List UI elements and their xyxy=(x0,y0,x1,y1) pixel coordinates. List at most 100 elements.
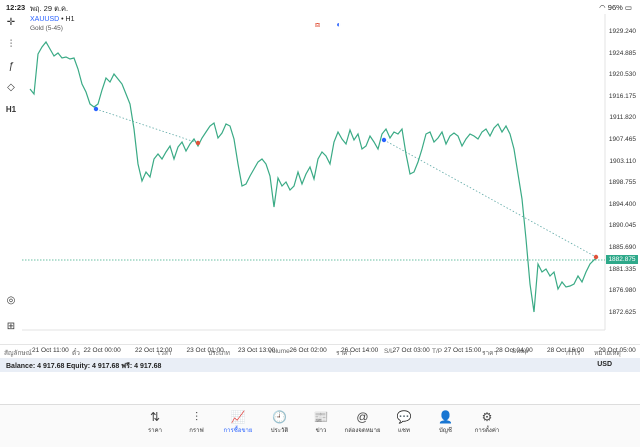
table-column-header[interactable]: ราคา xyxy=(482,350,498,357)
time-axis-label: 26 Oct 02:00 xyxy=(289,347,327,354)
tab-icon: ⚙ xyxy=(481,410,493,424)
buy-entry-marker xyxy=(93,106,99,112)
table-column-header[interactable]: ราคา xyxy=(336,350,352,357)
tab-1[interactable]: ⫶ กราฟ xyxy=(176,409,218,435)
tab-label: ราคา xyxy=(148,428,162,434)
time-axis-label: 27 Oct 15:00 xyxy=(444,347,482,354)
tab-icon: @ xyxy=(356,410,369,424)
indicator-label: Gold (5-45) xyxy=(30,25,63,32)
function-icon[interactable]: ƒ xyxy=(8,61,14,72)
tab-label: แชท xyxy=(398,428,410,434)
tab-2[interactable]: 📈 การซื้อขาย xyxy=(217,409,259,435)
timeframe-button[interactable]: H1 xyxy=(5,105,17,114)
time-axis-label: 22 Oct 00:00 xyxy=(83,347,121,354)
chart-toolbar: ✛ ⫶ ƒ ◇ H1 ◎ ⊞ xyxy=(0,14,22,344)
current-price-tag: 1882.875 xyxy=(606,255,638,264)
battery-icon: ▭ xyxy=(624,3,632,12)
table-column-header[interactable]: T/P xyxy=(432,348,443,355)
tab-icon: 👤 xyxy=(438,410,453,424)
symbol-name: XAUUSD xyxy=(30,16,60,23)
tab-3[interactable]: 🕘 ประวัติ xyxy=(259,409,301,435)
date: พฤ. 29 ต.ค. xyxy=(30,4,69,13)
tab-8[interactable]: ⚙ การตั้งค่า xyxy=(466,409,508,435)
wifi-icon: ◠ xyxy=(599,3,606,12)
table-column-header[interactable]: Volume xyxy=(268,348,290,355)
price-chart[interactable]: 1929.240 1924.885 1920.530 1916.175 1911.820… xyxy=(22,14,640,354)
table-column-header[interactable]: เวลา xyxy=(158,350,172,357)
time-axis-label: 26 Oct 14:00 xyxy=(341,347,379,354)
tab-7[interactable]: 👤 บัญชี xyxy=(425,409,467,435)
price-axis-label: 1924.885 xyxy=(608,49,636,57)
table-column-header[interactable]: สัญลักษณ์ xyxy=(4,350,32,357)
chart-mode-icons: ⧈ ◐ xyxy=(315,20,341,30)
balance-text: Balance: 4 917.68 Equity: 4 917.68 ฟรี: … xyxy=(6,363,162,370)
trade-icon[interactable]: ⧈ xyxy=(315,20,321,29)
chart-symbol: XAUUSD • H1 xyxy=(30,16,75,23)
symbol-timeframe: H1 xyxy=(65,16,75,23)
tab-label: บัญชี xyxy=(439,428,452,434)
tab-icon: ⇅ xyxy=(149,410,161,424)
tab-5[interactable]: @ กล่องจดหมาย xyxy=(342,409,384,435)
price-axis-label: 1890.045 xyxy=(608,222,636,230)
balance-bar: Balance: 4 917.68 Equity: 4 917.68 ฟรี: … xyxy=(0,358,640,372)
objects-icon[interactable]: ◇ xyxy=(7,82,15,93)
tab-label: กล่องจดหมาย xyxy=(344,428,381,434)
chart-canvas xyxy=(22,14,606,331)
time-axis-label: 23 Oct 01:00 xyxy=(186,347,224,354)
tab-0[interactable]: ⇅ ราคา xyxy=(134,409,176,435)
price-axis-label: 1929.240 xyxy=(608,28,636,35)
time-axis-label: 27 Oct 03:00 xyxy=(392,347,430,354)
price-axis-label: 1898.755 xyxy=(608,179,636,187)
clock: 12:23 xyxy=(6,3,26,12)
indicators-icon[interactable]: ⫶ xyxy=(9,39,13,50)
tab-icon: 📈 xyxy=(230,410,246,424)
tab-label: ประวัติ xyxy=(270,428,289,434)
battery-indicator: ◠ 96% ▭ xyxy=(599,3,632,12)
table-column-header[interactable]: Swap xyxy=(512,348,529,355)
table-column-header[interactable]: ประเภท xyxy=(208,350,230,357)
new-order-icon[interactable]: ⊞ xyxy=(6,321,16,332)
table-column-header[interactable]: กำไร xyxy=(566,350,581,357)
price-axis-label: 1885.690 xyxy=(608,244,636,251)
sell-exit-marker xyxy=(593,254,599,260)
tab-icon: 🕘 xyxy=(272,410,287,424)
price-axis-label: 1894.400 xyxy=(608,200,636,208)
price-line xyxy=(29,40,599,313)
tab-label: การซื้อขาย xyxy=(223,428,253,434)
tab-label: กราฟ xyxy=(189,428,204,434)
status-bar: 12:23 พฤ. 29 ต.ค. ◠ 96% ▭ xyxy=(0,0,640,14)
time-axis-label: 28 Oct 04:00 xyxy=(495,347,533,354)
table-column-header[interactable]: S/L xyxy=(384,348,394,355)
tab-icon: 💬 xyxy=(396,410,412,424)
tab-4[interactable]: 📰 ข่าว xyxy=(300,409,342,435)
tab-icon: 📰 xyxy=(313,410,329,424)
refresh-icon[interactable]: ◐ xyxy=(336,20,342,29)
price-axis-label: 1911.820 xyxy=(609,114,636,122)
price-axis-label: 1903.110 xyxy=(609,157,636,165)
bottom-tab-bar: ⇅ ราคา ⫶ กราฟ 📈 การซื้อขาย 🕘 ประวัติ 📰 ข่าว @ กล่อง… xyxy=(0,404,640,447)
trade-line-1 xyxy=(95,108,199,144)
time-axis-label: 29 Oct 05:00 xyxy=(598,347,636,354)
trade-table-header: สัญลักษณ์ ตั๋ว เวลา ประเภท Volume ราคา S/L T/P ร… xyxy=(0,344,640,358)
one-click-trade-icon[interactable]: ◎ xyxy=(6,295,16,306)
buy-entry-marker xyxy=(381,137,387,143)
account-currency: USD xyxy=(597,361,612,368)
battery-percent: 96% xyxy=(607,3,623,12)
tab-6[interactable]: 💬 แชท xyxy=(383,409,425,435)
sell-exit-marker xyxy=(195,140,201,146)
trade-line-2 xyxy=(383,139,597,258)
table-column-header[interactable]: หมายเหตุ xyxy=(594,350,621,357)
price-axis-label: 1920.530 xyxy=(608,71,636,79)
price-axis-label: 1907.465 xyxy=(608,136,636,143)
price-axis-label: 1876.980 xyxy=(608,287,636,295)
time-axis-label: 28 Oct 16:00 xyxy=(547,347,585,354)
tab-label: ข่าว xyxy=(315,428,327,434)
tab-icon: ⫶ xyxy=(194,410,198,424)
crosshair-icon[interactable]: ✛ xyxy=(6,17,16,28)
tab-label: การตั้งค่า xyxy=(474,428,500,434)
price-axis-label: 1881.335 xyxy=(608,265,636,273)
time-axis-label: 22 Oct 12:00 xyxy=(135,347,173,354)
table-column-header[interactable]: ตั๋ว xyxy=(72,350,80,357)
price-axis-label: 1916.175 xyxy=(608,92,636,100)
price-axis-label: 1872.625 xyxy=(608,308,636,316)
